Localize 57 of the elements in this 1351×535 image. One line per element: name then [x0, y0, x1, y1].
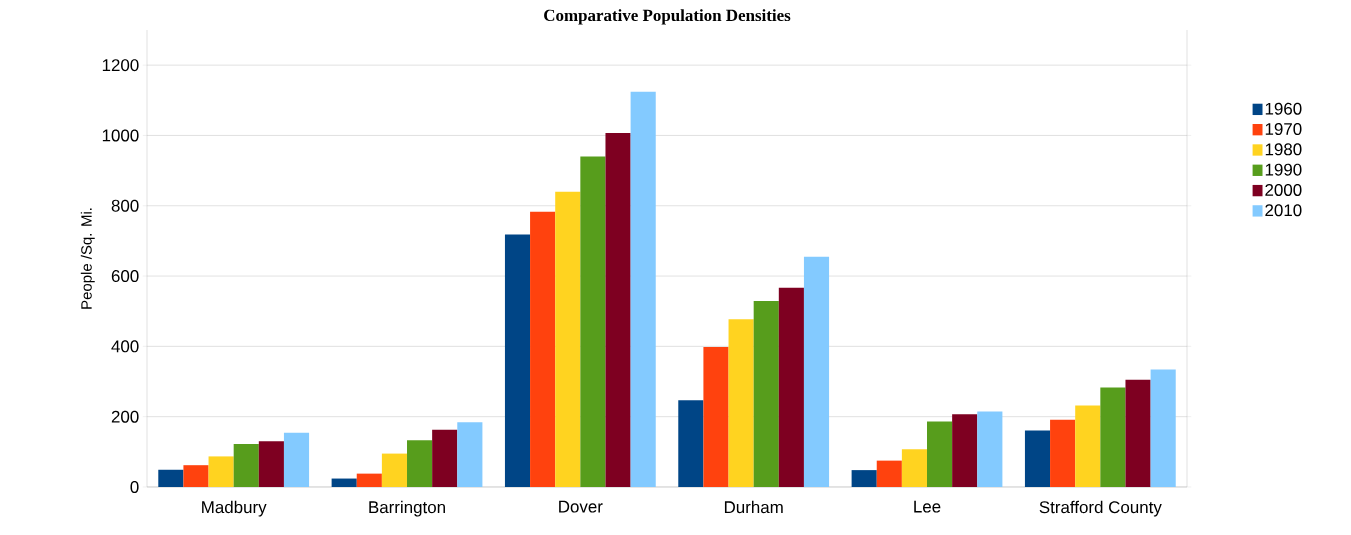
- legend-label: 1970: [1265, 123, 1302, 136]
- bar: [605, 132, 631, 487]
- bar: [331, 478, 357, 487]
- bar: [208, 456, 234, 487]
- bar: [555, 191, 581, 487]
- bar: [407, 440, 433, 487]
- bar: [703, 347, 729, 487]
- bar: [530, 211, 556, 487]
- y-axis-title: People /Sq. Mi.: [80, 208, 95, 309]
- bar: [901, 449, 928, 487]
- bar: [1050, 419, 1076, 487]
- x-tick-label: Dover: [559, 500, 603, 513]
- bar: [457, 422, 483, 487]
- legend-label: 2010: [1265, 204, 1302, 217]
- bar: [1125, 379, 1151, 487]
- y-tick-label: 600: [111, 270, 139, 283]
- bar: [630, 91, 656, 487]
- bar: [1024, 430, 1051, 487]
- y-tick-label: 0: [130, 480, 139, 493]
- y-tick-label: 1000: [102, 129, 139, 142]
- y-tick-label: 1200: [102, 59, 139, 72]
- x-tick-label: Durham: [724, 500, 783, 514]
- y-tick-label: 800: [111, 199, 139, 212]
- bar: [952, 414, 978, 487]
- legend-label: 2000: [1265, 183, 1302, 196]
- y-tick-label: 200: [111, 410, 139, 423]
- x-tick-label: Strafford County: [1039, 500, 1162, 517]
- chart-title: Comparative Population Densities: [544, 9, 791, 25]
- bar: [283, 432, 310, 487]
- bar: [1075, 405, 1101, 487]
- bar: [356, 473, 382, 487]
- legend-label: 1990: [1265, 163, 1302, 176]
- bar: [977, 411, 1003, 487]
- bar: [728, 319, 754, 487]
- bar: [876, 460, 902, 487]
- x-tick-label: Lee: [914, 500, 941, 513]
- legend-label: 1980: [1265, 143, 1302, 156]
- bar: [580, 156, 606, 487]
- bar: [381, 453, 408, 487]
- bar: [927, 421, 953, 487]
- bar: [778, 287, 804, 487]
- x-tick-label: Barrington: [369, 500, 445, 517]
- bar: [258, 441, 284, 487]
- bar: [678, 400, 704, 487]
- y-tick-label: 400: [111, 340, 139, 353]
- bar: [753, 301, 779, 487]
- bar: [158, 469, 184, 487]
- bar: [233, 444, 259, 487]
- bar: [504, 234, 531, 487]
- bar: [851, 470, 877, 487]
- bar: [1150, 369, 1176, 487]
- legend-label: 1960: [1265, 102, 1302, 115]
- bar: [1100, 387, 1126, 487]
- bar: [803, 256, 830, 487]
- x-tick-label: Madbury: [202, 500, 267, 517]
- bar: [432, 429, 458, 487]
- bar: [183, 465, 209, 487]
